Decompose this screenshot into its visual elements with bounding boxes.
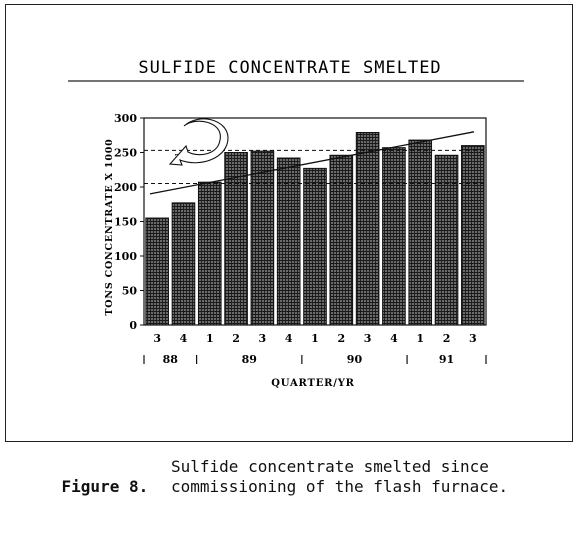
bar xyxy=(434,154,459,326)
bar xyxy=(382,147,406,326)
year-label: 89 xyxy=(242,353,257,366)
x-tick-label: 2 xyxy=(232,332,240,345)
year-label: 90 xyxy=(347,353,363,366)
x-tick-label: 4 xyxy=(180,332,188,345)
x-tick-label: 2 xyxy=(337,332,345,345)
x-tick-label: 3 xyxy=(259,332,267,345)
bar xyxy=(224,152,248,326)
plot-area: 050100150200250300341234123412388899091T… xyxy=(114,112,487,366)
year-label: 91 xyxy=(439,353,454,366)
x-tick-label: 3 xyxy=(364,332,372,345)
x-tick-label: 1 xyxy=(206,332,214,345)
y-tick-label: 0 xyxy=(129,319,137,332)
figure-frame: SULFIDE CONCENTRATE SMELTED TONS CONCENT… xyxy=(5,4,573,496)
x-axis-label: QUARTER/YR xyxy=(271,378,355,389)
bar xyxy=(197,181,222,326)
trend-arrow-icon xyxy=(168,118,229,166)
bar xyxy=(461,145,485,326)
y-tick-label: 300 xyxy=(114,112,137,125)
bar xyxy=(303,167,327,326)
caption-label: Figure 8. xyxy=(61,477,149,496)
y-tick-label: 50 xyxy=(122,285,138,298)
caption-text: Sulfide concentrate smelted since commis… xyxy=(171,457,509,496)
x-tick-label: 1 xyxy=(416,332,424,345)
year-label: 88 xyxy=(163,353,179,366)
x-tick-label: 4 xyxy=(390,332,398,345)
chart-title: SULFIDE CONCENTRATE SMELTED xyxy=(138,58,441,78)
x-tick-label: 3 xyxy=(469,332,477,345)
bar xyxy=(329,154,354,326)
bar xyxy=(250,150,275,326)
trend-line xyxy=(149,131,475,195)
bar xyxy=(145,217,169,326)
x-tick-label: 2 xyxy=(443,332,451,345)
bar xyxy=(408,139,433,326)
y-tick-label: 200 xyxy=(114,181,137,194)
bar xyxy=(171,202,196,326)
x-tick-label: 4 xyxy=(285,332,293,345)
figure-caption: Figure 8. Sulfide concentrate smelted si… xyxy=(23,457,509,537)
x-tick-label: 3 xyxy=(153,332,161,345)
y-tick-label: 250 xyxy=(114,147,137,160)
y-axis-label: TONS CONCENTRATE X 1000 xyxy=(104,138,115,315)
y-tick-label: 100 xyxy=(114,250,137,263)
x-tick-label: 1 xyxy=(311,332,319,345)
bar xyxy=(355,131,380,326)
bar xyxy=(276,157,301,326)
y-tick-label: 150 xyxy=(114,216,137,229)
chart-svg: SULFIDE CONCENTRATE SMELTED TONS CONCENT… xyxy=(68,58,524,389)
